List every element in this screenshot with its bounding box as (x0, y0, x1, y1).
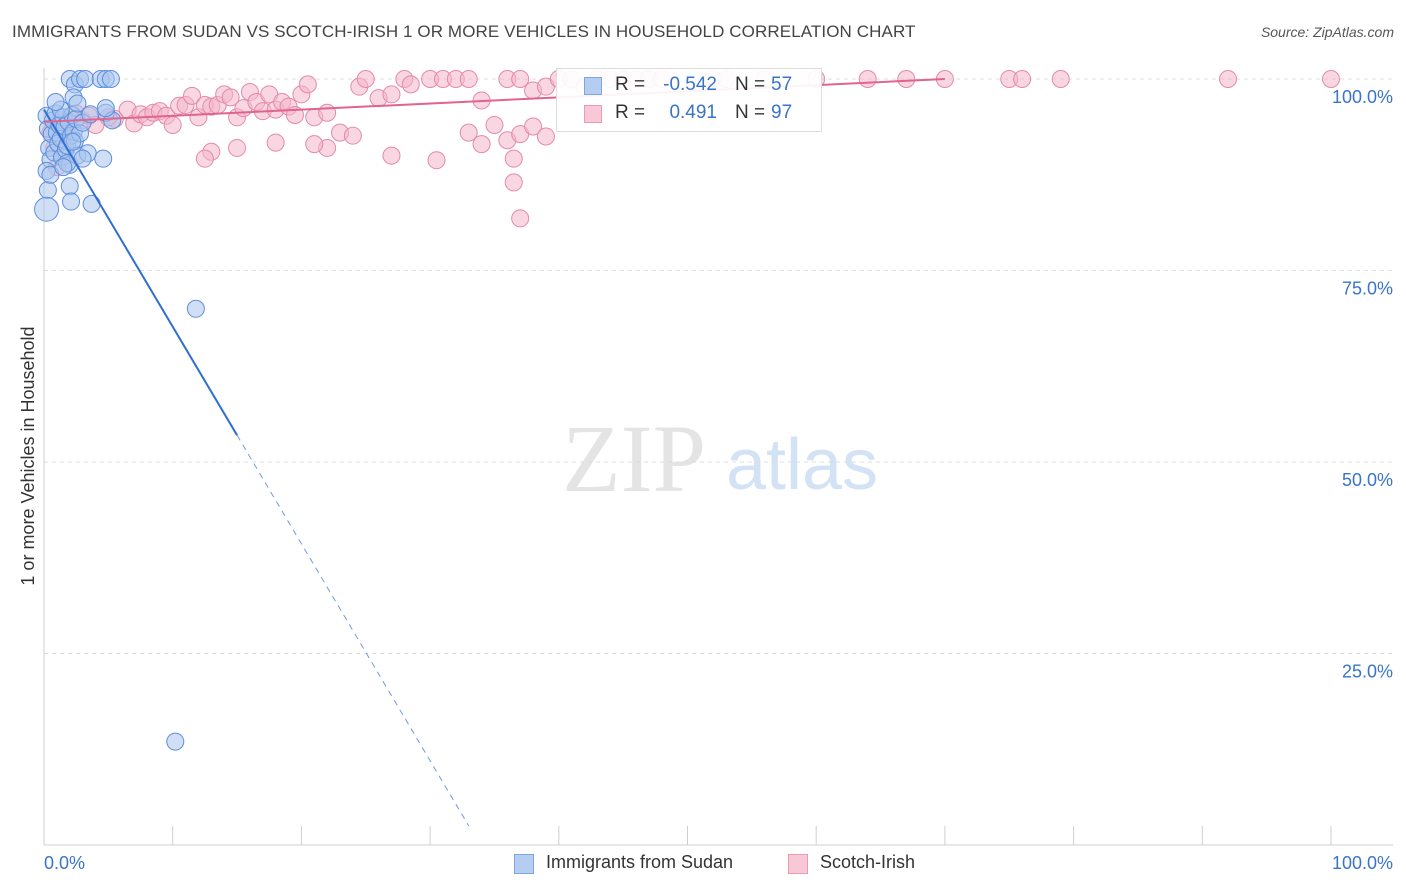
scotch-irish-point (228, 138, 247, 157)
n-value: 57 (771, 74, 793, 95)
legend-swatch-blue (514, 854, 534, 874)
sudan-point (54, 158, 73, 177)
scotch-irish-point (897, 70, 916, 88)
y-axis-label: 1 or more Vehicles in Household (18, 326, 38, 585)
y-tick-label: 50.0% (1342, 470, 1393, 490)
scotch-irish-point (183, 86, 202, 105)
scotch-irish-point (195, 149, 214, 168)
sudan-point (94, 149, 113, 168)
scotch-irish-point (536, 127, 555, 146)
axes (43, 68, 1393, 846)
r-value: 0.491 (669, 102, 717, 123)
correlation-legend: R = -0.542 N = 57 R = 0.491 N = 97 (556, 68, 822, 132)
scotch-irish-point (298, 75, 317, 94)
x-tick-label: 0.0% (44, 853, 85, 873)
y-tick-label: 25.0% (1342, 662, 1393, 682)
legend-label-sudan: Immigrants from Sudan (546, 852, 734, 872)
scotch-irish-point (1322, 70, 1340, 88)
scotch-irish-point (266, 133, 285, 152)
sudan-points (34, 70, 205, 751)
sudan-point (46, 92, 65, 111)
scotch-irish-point (382, 146, 401, 165)
scotch-irish-point (382, 85, 401, 104)
sudan-point (186, 299, 205, 318)
sudan-point (34, 196, 60, 222)
sudan-point (82, 194, 101, 213)
scotch-irish-point (472, 135, 491, 154)
y-tick-label: 75.0% (1342, 279, 1393, 299)
scotch-irish-point (163, 115, 182, 134)
scotch-irish-point (504, 173, 523, 192)
n-label: N = (735, 102, 766, 123)
sudan-point (81, 105, 100, 124)
scotch-irish-point (459, 70, 478, 88)
scotch-irish-point (427, 151, 446, 170)
n-label: N = (735, 74, 766, 95)
watermark-zip: ZIP (562, 405, 706, 512)
watermark-atlas: atlas (726, 425, 878, 505)
scotch-irish-point (459, 123, 478, 142)
gridlines (44, 78, 1393, 654)
sudan-point (101, 70, 120, 88)
scotch-irish-point (511, 70, 530, 88)
scotch-irish-point (485, 115, 504, 134)
scotch-irish-point (524, 117, 543, 136)
series-legend: Immigrants from Sudan Scotch-Irish (0, 851, 1406, 877)
sudan-trend-line (43, 109, 238, 436)
sudan-point (166, 732, 185, 751)
x-tick-label: 100.0% (1332, 853, 1393, 873)
scotch-irish-point (1051, 70, 1070, 88)
scotch-irish-point (1219, 70, 1238, 88)
scotch-irish-point (305, 135, 324, 154)
sudan-point (96, 99, 115, 118)
r-label: R = (615, 74, 646, 95)
legend-label-scotch-irish: Scotch-Irish (820, 852, 916, 872)
chart-title: IMMIGRANTS FROM SUDAN VS SCOTCH-IRISH 1 … (12, 22, 916, 41)
scotch-irish-point (401, 75, 420, 94)
legend-swatch-pink (788, 854, 808, 874)
scotch-irish-point (318, 103, 337, 122)
sudan-trend-extension (236, 434, 470, 827)
sudan-point (76, 70, 95, 88)
scotch-irish-point (356, 70, 375, 88)
scotch-irish-point (343, 126, 362, 145)
legend-swatch-pink (584, 105, 602, 123)
sudan-point (62, 192, 81, 211)
sudan-point (68, 94, 87, 113)
scotch-irish-point (221, 88, 240, 107)
scotch-irish-point (1013, 70, 1032, 88)
scotch-irish-point (858, 70, 877, 88)
legend-swatch-blue (584, 77, 602, 95)
source-credit: Source: ZipAtlas.com (1260, 24, 1394, 40)
r-label: R = (615, 102, 646, 123)
n-value: 97 (771, 102, 793, 123)
sudan-point (60, 177, 79, 196)
axis-labels: 100.0% 75.0% 50.0% 25.0% 0.0% 100.0% 1 or more… (18, 87, 1393, 873)
legend-row-scotch-irish: R = 0.491 N = 97 (557, 99, 821, 129)
sudan-point (38, 181, 57, 200)
legend-row-sudan: R = -0.542 N = 57 (557, 71, 821, 101)
r-value: -0.542 (663, 74, 717, 95)
scotch-irish-point (511, 209, 530, 228)
y-tick-label: 100.0% (1332, 87, 1393, 107)
scotch-irish-point (504, 149, 523, 168)
